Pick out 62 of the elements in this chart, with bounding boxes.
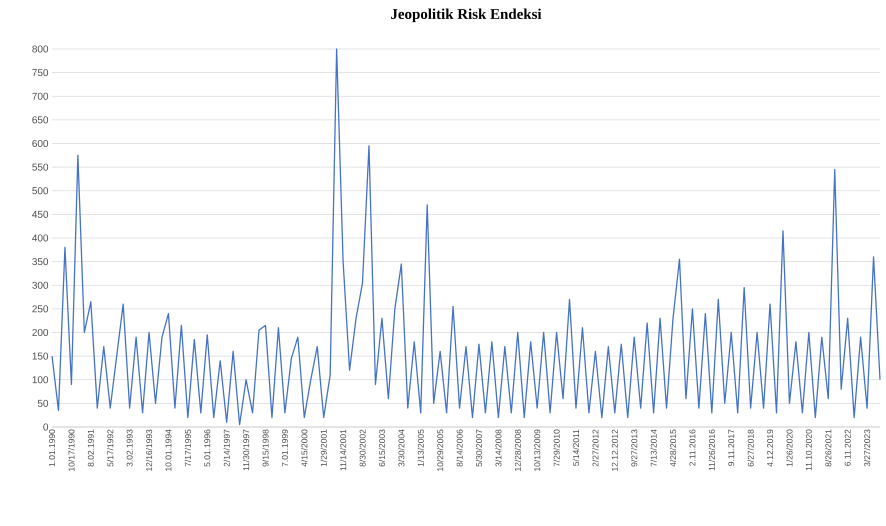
x-tick-label: 10/13/2009 [534,430,540,471]
y-tick-label: 650 [32,116,48,124]
y-tick-label: 0 [43,423,48,431]
x-tick-label: 4/28/2015 [670,430,676,467]
x-tick-label: 6/15/2003 [378,430,386,466]
x-tick-label: 11/26/2016 [708,430,715,470]
y-tick-label: 300 [32,282,48,289]
x-tick-label: 10/29/2005 [437,430,444,471]
x-tick-label: 11/30/1997 [242,430,250,470]
x-tick-label: 3.02.1993 [126,430,133,467]
x-tick-label: 4/15/2000 [301,430,308,467]
y-tick-label: 600 [32,140,48,148]
x-tick-label: 7/13/2014 [650,429,657,466]
y-tick-label: 750 [32,69,48,76]
x-tick-label: 2/27/2012 [592,430,598,466]
x-tick-label: 8.02.1991 [88,430,94,466]
y-tick-label: 450 [32,210,48,218]
y-tick-label: 400 [32,234,48,242]
x-tick-label: 1.01.1990 [49,430,56,466]
x-tick-label: 12/16/1993 [146,430,152,471]
x-tick-label: 11.10.2020 [806,430,812,470]
y-tick-label: 100 [32,376,48,384]
x-tick-label: 7/29/2010 [553,430,560,466]
y-tick-label: 700 [32,92,48,100]
x-tick-label: 6.11.2022 [844,430,851,466]
x-tick-label: 5.01.1996 [204,430,210,467]
x-tick-label: 5/17/1992 [107,430,114,467]
x-tick-label: 1/13/2005 [418,430,424,466]
x-tick-label: 1/26/2020 [786,430,793,466]
x-tick-label: 9/15/1998 [262,430,269,466]
x-tick-label: 9.11.2017 [728,430,734,466]
x-tick-label: 1/29/2001 [320,430,327,466]
y-tick-label: 250 [32,305,48,312]
y-tick-label: 150 [32,352,48,360]
y-tick-label: 800 [32,45,48,53]
x-tick-label: 12/28/2008 [514,430,521,471]
x-tick-label: 3/27/2023 [864,430,870,467]
x-tick-label: 8/30/2002 [359,430,366,466]
x-tick-label: 3/30/2004 [398,429,404,467]
y-tick-label: 200 [32,328,48,336]
x-tick-label: 10.01.1994 [165,429,172,471]
y-tick-label: 550 [32,164,48,171]
x-tick-label: 7/17/1995 [184,430,191,466]
line-series [51,48,881,426]
x-tick-label: 5/30/2007 [476,430,482,467]
x-tick-label: 8/14/2006 [456,430,463,466]
chart-title: Jeopolitik Risk Endeksi [391,8,542,22]
y-tick-label: 350 [32,258,48,266]
x-tick-label: 3/14/2008 [495,430,502,467]
x-tick-label: 5/14/2011 [572,430,580,466]
x-tick-label: 9/27/2013 [631,430,638,466]
x-tick-label: 10/17/1990 [68,430,75,471]
x-tick-label: 2.11.2016 [689,430,696,466]
y-tick-label: 50 [38,400,48,407]
y-tick-label: 500 [32,187,48,194]
x-tick-label: 7.01.1999 [282,430,288,466]
x-tick-label: 8/26/2021 [825,430,832,466]
x-tick-label: 11/14/2001 [340,430,346,470]
x-tick-label: 2/14/1997 [224,430,230,466]
x-tick-label: 12.12.2012 [612,430,618,471]
x-tick-label: 6/27/2018 [748,430,754,466]
x-tick-label: 4.12.2019 [767,430,774,467]
